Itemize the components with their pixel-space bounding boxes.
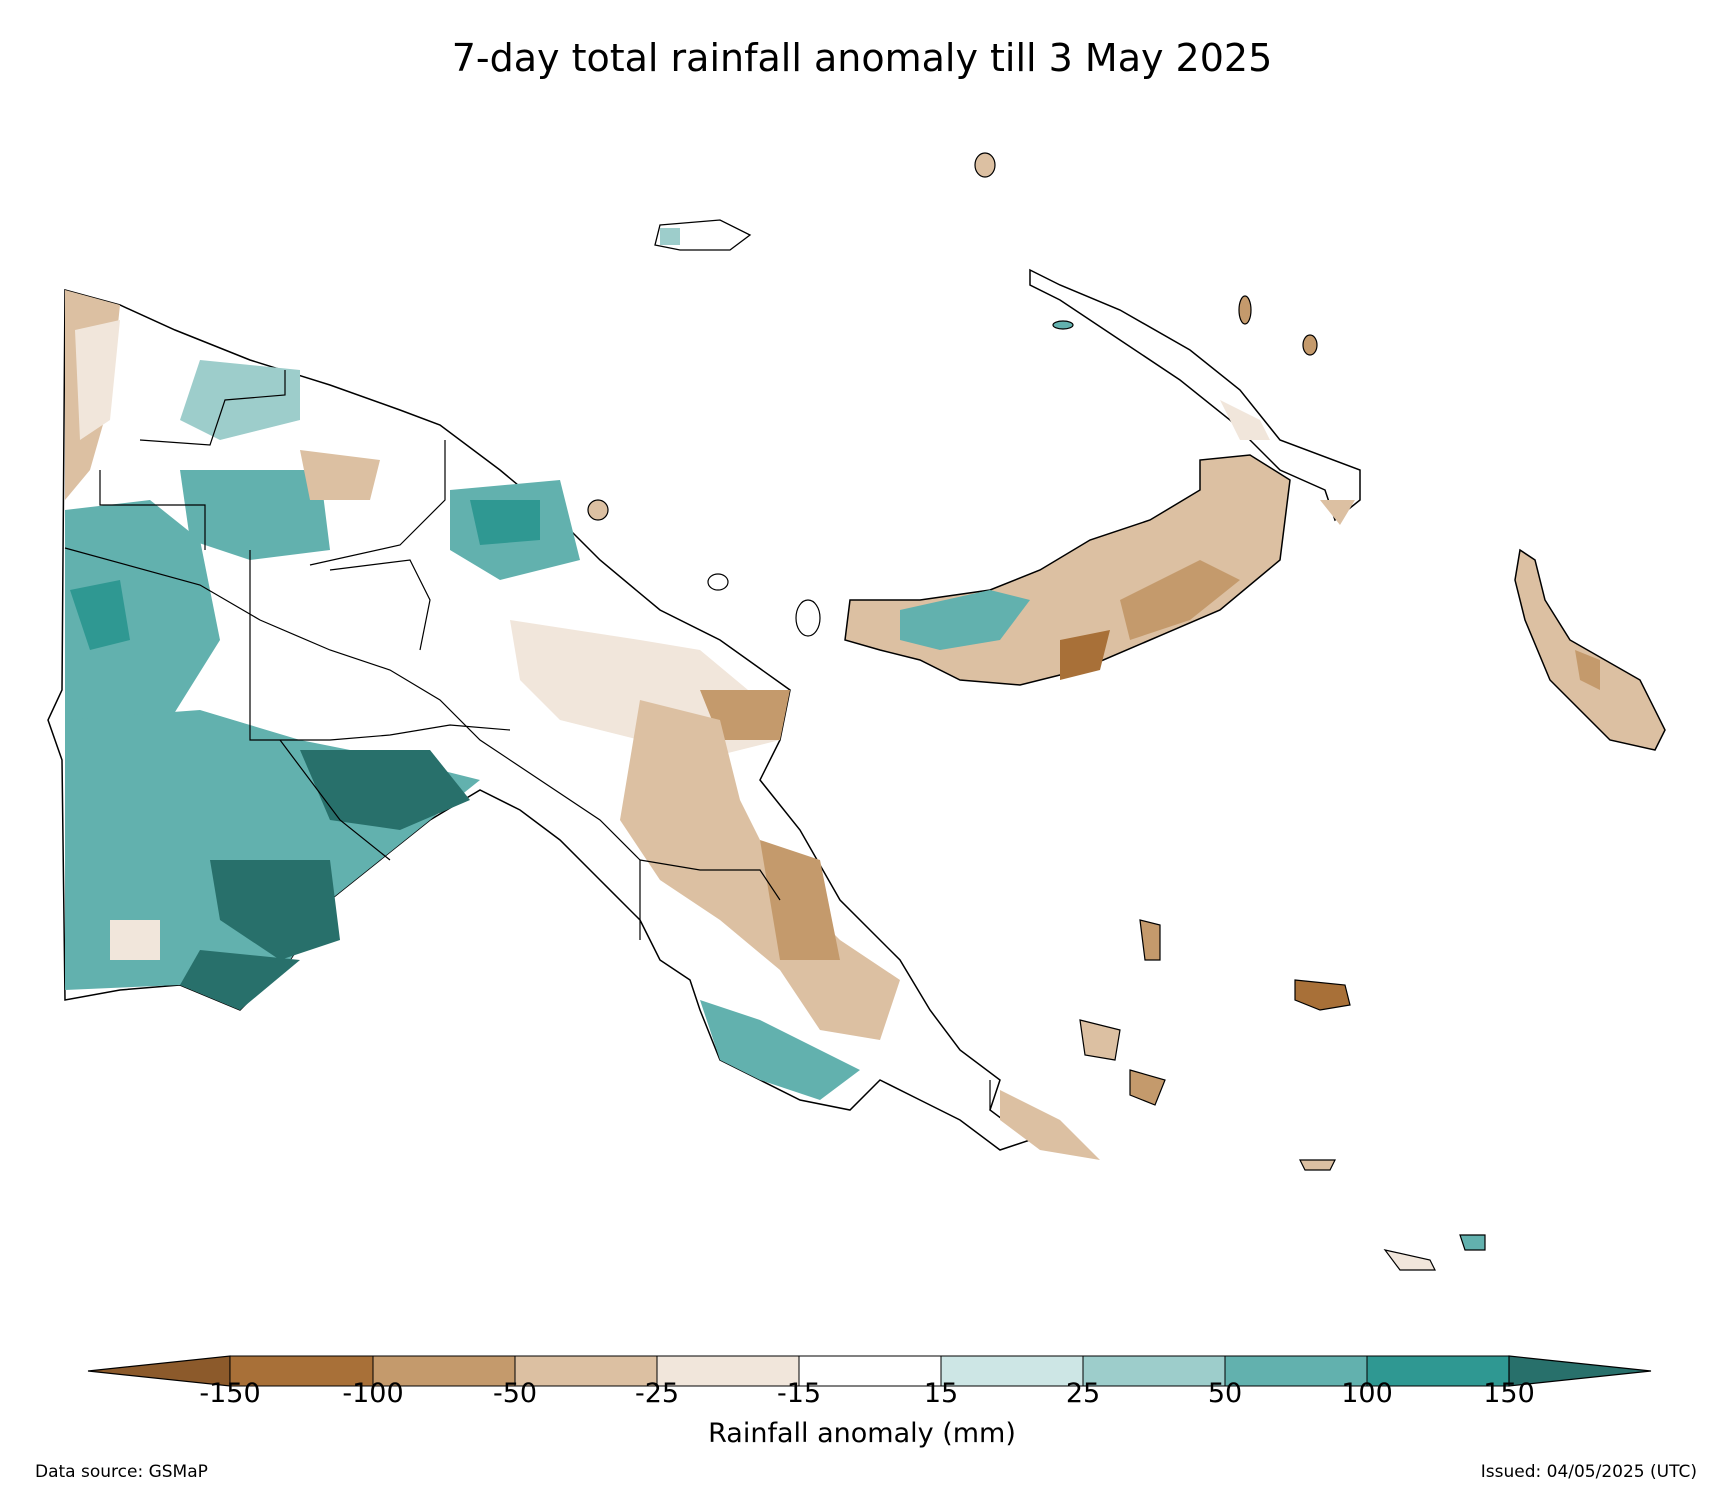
- colorbar-bin-9: [1366, 1355, 1510, 1387]
- small-islands: [587, 152, 1318, 637]
- island-bougainville: [1514, 548, 1666, 751]
- colorbar-bin-6: [940, 1355, 1084, 1387]
- colorbar-bin-4: [656, 1355, 800, 1387]
- colorbar-tick: -25: [634, 1378, 680, 1409]
- island-new-ireland: [1029, 268, 1361, 525]
- colorbar-tick: -150: [199, 1378, 261, 1409]
- colorbar-bin-5: [798, 1355, 942, 1387]
- island-new-britain: [844, 454, 1291, 686]
- mainland: [47, 289, 1100, 1160]
- colorbar: [87, 1355, 1652, 1387]
- colorbar-bin-3: [514, 1355, 658, 1387]
- colorbar-bin-7: [1082, 1355, 1226, 1387]
- map-title: 7-day total rainfall anomaly till 3 May …: [451, 36, 1273, 80]
- colorbar-extend-high: [1508, 1355, 1652, 1387]
- colorbar-bin-2: [372, 1355, 516, 1387]
- colorbar-tick: 50: [1207, 1378, 1243, 1409]
- colorbar-bin-1: [229, 1355, 374, 1387]
- data-source-note: Data source: GSMaP: [35, 1462, 208, 1482]
- issued-date-note: Issued: 04/05/2025 (UTC): [1480, 1462, 1697, 1482]
- colorbar-tick: -15: [776, 1378, 822, 1409]
- colorbar-tick: -50: [492, 1378, 538, 1409]
- colorbar-tick: 150: [1483, 1378, 1535, 1409]
- colorbar-tick: 100: [1341, 1378, 1393, 1409]
- colorbar-label: Rainfall anomaly (mm): [708, 1418, 1016, 1449]
- island-manus: [654, 219, 752, 251]
- province-boundaries: [64, 370, 991, 1110]
- colorbar-tick: -100: [342, 1378, 404, 1409]
- colorbar-tick: 15: [923, 1378, 959, 1409]
- island-group-milne-bay: [1079, 919, 1486, 1271]
- colorbar-bin-8: [1224, 1355, 1368, 1387]
- colorbar-tick: 25: [1065, 1378, 1101, 1409]
